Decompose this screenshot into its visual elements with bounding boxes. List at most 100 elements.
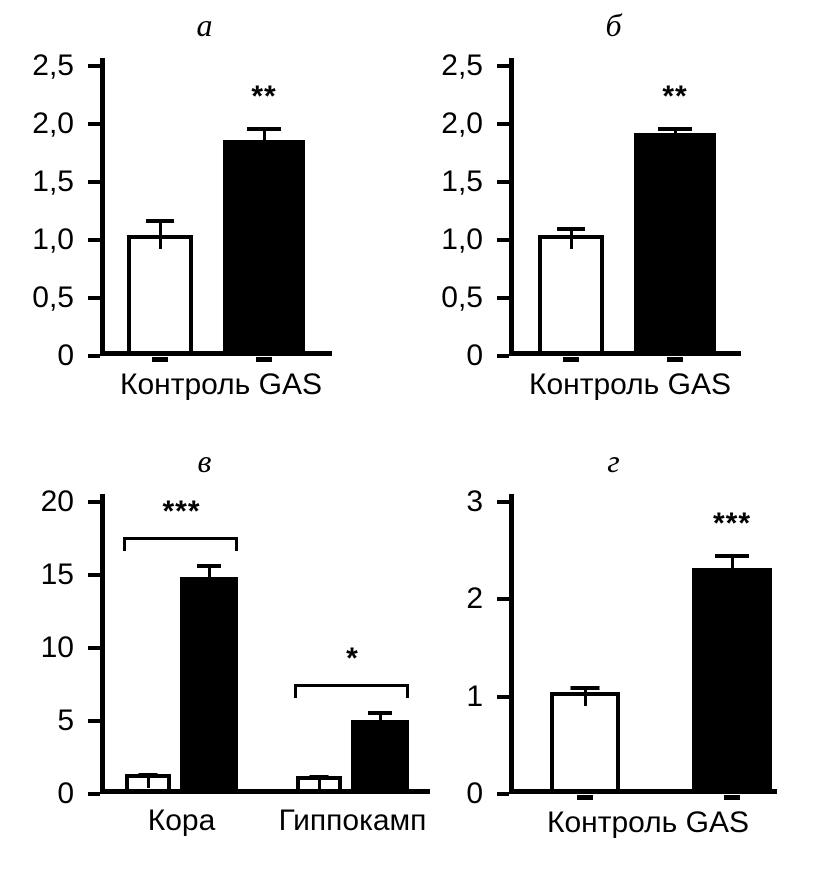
plot-area: ** (88, 58, 332, 362)
bars-row: *** * (105, 496, 430, 790)
plot-area: ** (497, 58, 741, 362)
y-tick-label: 3 (466, 485, 483, 518)
y-tick-mark (88, 238, 100, 242)
y-tick-mark (497, 354, 509, 358)
panel-v: в 0 5 10 15 20 *** * Кора Гиппокамп (0, 436, 430, 872)
y-tick-label: 0 (466, 777, 483, 810)
bars-row: ** (105, 66, 332, 362)
bar-control (125, 773, 171, 789)
y-tick-mark (88, 792, 100, 796)
error-bar-cap (138, 773, 158, 778)
y-tick-mark (88, 64, 100, 68)
panel-g-title: г (607, 443, 620, 479)
error-bar-cap (197, 563, 221, 568)
y-tick-label: 5 (57, 704, 74, 737)
bar-gas: ** (634, 81, 716, 362)
bars-row: *** (514, 502, 777, 800)
group-label-hippocampus: Гиппокамп (278, 804, 427, 837)
error-bar (146, 776, 150, 789)
bar-group: * (294, 644, 409, 790)
y-tick-label: 0,5 (32, 281, 74, 314)
panel-a-title: а (196, 7, 213, 43)
y-tick-mark (497, 500, 509, 504)
error-bar-cap (309, 774, 329, 779)
x-tick-mark (577, 795, 593, 800)
error-bar (569, 229, 573, 249)
y-tick-mark (497, 64, 509, 68)
error-bar-cap (247, 126, 281, 131)
error-bar (262, 129, 266, 154)
bar-group: ** (538, 81, 716, 362)
bar-group: ** (127, 81, 305, 362)
bar-control (550, 685, 620, 800)
x-tick-mark (667, 357, 683, 362)
bar-group: *** (550, 509, 772, 800)
y-axis: 0 1 2 3 (409, 487, 509, 809)
y-tick-label: 1 (466, 679, 483, 713)
error-bar (317, 777, 321, 790)
y-tick-label: 1,0 (32, 223, 74, 256)
error-bar-cap (557, 226, 585, 231)
y-tick-mark (88, 122, 100, 126)
y-tick-label: 20 (40, 485, 74, 518)
x-tick-mark (256, 357, 272, 362)
bar-group: *** (123, 496, 238, 789)
plot-area: *** (497, 494, 777, 800)
bar-control (296, 774, 342, 790)
error-bar (730, 557, 734, 583)
y-tick-label: 1,5 (32, 165, 74, 198)
y-tick-label: 0 (57, 777, 74, 810)
x-tick-mark (563, 357, 579, 362)
error-bar (378, 714, 382, 735)
bar-gas (180, 563, 238, 789)
significance-bracket (123, 536, 238, 551)
error-bar-cap (146, 218, 174, 223)
x-tick-mark (152, 357, 168, 362)
panel-v-chart: 0 5 10 15 20 *** * (0, 487, 430, 809)
bar-control (127, 218, 193, 362)
y-tick-mark (88, 646, 100, 650)
error-bar-cap (658, 126, 692, 131)
significance-stars: ** (251, 79, 277, 113)
y-tick-mark (88, 180, 100, 184)
y-tick-label: 0 (466, 339, 483, 372)
x-axis-categories: Контроль GAS (119, 368, 322, 401)
panel-g-chart: 0 1 2 3 *** (409, 487, 818, 809)
significance-stars: *** (162, 494, 201, 528)
y-tick-mark (497, 122, 509, 126)
y-axis: 0 0,5 1,0 1,5 2,0 2,5 (0, 51, 100, 371)
x-axis-categories: Контроль GAS (546, 806, 749, 839)
y-tick-mark (88, 719, 100, 723)
significance-stars: ** (662, 79, 688, 113)
y-tick-label: 2,5 (441, 49, 483, 82)
y-tick-mark (88, 500, 100, 504)
bar-gas: ** (223, 81, 305, 362)
panel-b: б 0 0,5 1,0 1,5 2,0 2,5 ** Контроль GAS (409, 0, 818, 436)
plot-area: *** * (88, 494, 430, 796)
panel-a-chart: 0 0,5 1,0 1,5 2,0 2,5 ** (0, 51, 409, 371)
y-tick-label: 2,0 (32, 107, 74, 140)
y-tick-mark (88, 354, 100, 358)
y-tick-label: 15 (40, 558, 74, 591)
y-tick-mark (497, 694, 509, 699)
bar-gas (351, 711, 409, 789)
y-tick-mark (497, 180, 509, 184)
y-axis: 0 0,5 1,0 1,5 2,0 2,5 (409, 51, 509, 371)
y-tick-mark (88, 573, 100, 577)
panel-a: а 0 0,5 1,0 1,5 2,0 2,5 ** Контроль GAS (0, 0, 409, 436)
y-tick-mark (497, 296, 509, 300)
y-tick-label: 10 (40, 631, 74, 664)
bar-gas: *** (692, 509, 772, 800)
y-tick-mark (497, 238, 509, 242)
error-bar (207, 566, 211, 592)
error-bar-cap (570, 685, 600, 690)
x-axis-categories: Контроль GAS (528, 368, 731, 401)
panel-b-title: б (605, 7, 622, 43)
bar-control (538, 226, 604, 362)
significance-stars: *** (712, 507, 752, 541)
y-tick-label: 1,0 (441, 223, 483, 256)
panel-g: г 0 1 2 3 *** Контроль GAS (409, 436, 818, 872)
significance-bracket (294, 684, 409, 699)
panel-b-chart: 0 0,5 1,0 1,5 2,0 2,5 ** (409, 51, 818, 371)
